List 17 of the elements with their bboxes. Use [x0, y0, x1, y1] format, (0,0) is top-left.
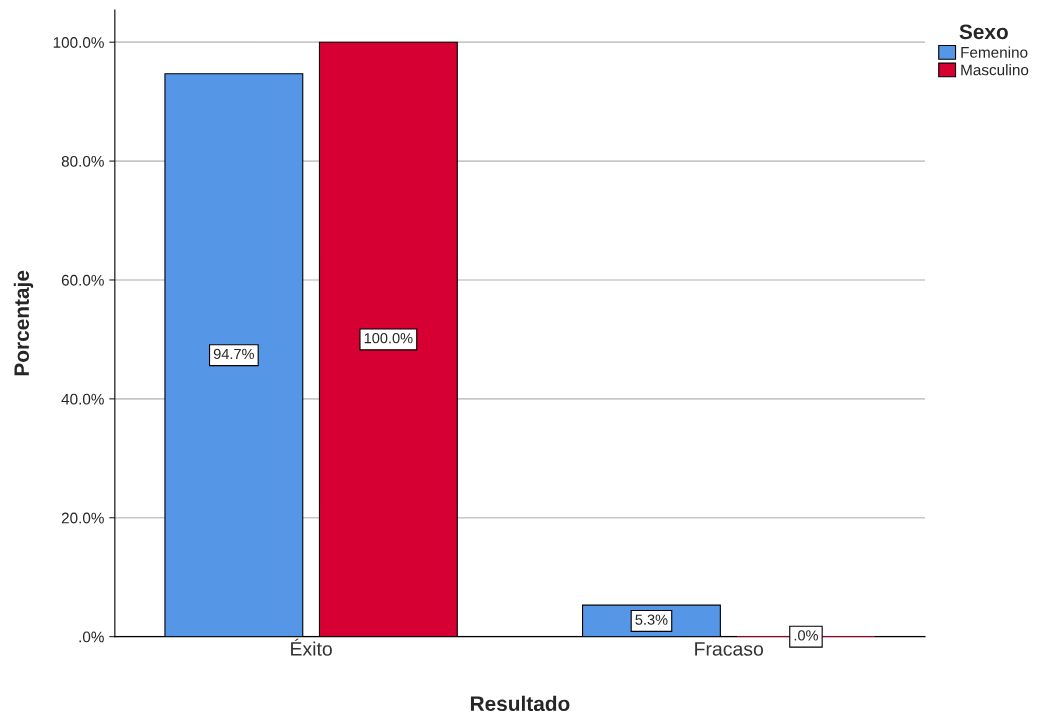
- y-axis-title: Porcentaje: [13, 270, 34, 376]
- data-label: 94.7%: [213, 348, 255, 360]
- x-tick-label: Éxito: [291, 638, 332, 656]
- y-tick-label: 60.0%: [61, 274, 104, 286]
- y-tick-label: 80.0%: [61, 155, 104, 167]
- data-label: .0%: [794, 630, 819, 641]
- y-tick-label: .0%: [79, 631, 104, 643]
- x-tick-label: Fracaso: [695, 642, 764, 656]
- data-label: 5.3%: [635, 614, 668, 625]
- x-axis-title: Resultado: [470, 695, 570, 712]
- legend-title: Sexo: [959, 24, 1008, 40]
- legend-label: Masculino: [961, 64, 1029, 76]
- y-tick-label: 20.0%: [61, 512, 104, 524]
- legend-label: Femenino: [961, 46, 1028, 58]
- y-tick-label: 40.0%: [61, 393, 104, 405]
- data-label: 100.0%: [364, 333, 413, 344]
- y-tick-label: 100.0%: [53, 37, 104, 48]
